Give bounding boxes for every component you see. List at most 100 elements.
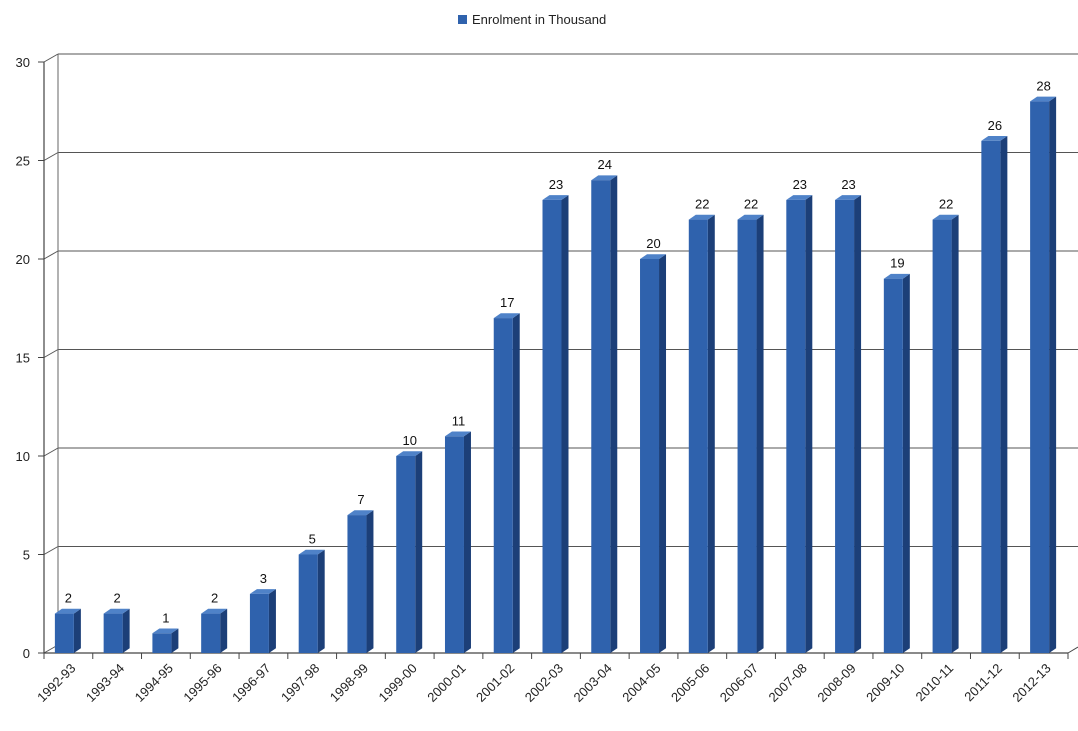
data-label: 2 [114, 591, 121, 606]
x-tick-label: 2005-06 [668, 661, 712, 705]
bar-top [54, 608, 81, 614]
gridline-wall [43, 447, 59, 457]
bar [444, 431, 471, 653]
bar [737, 214, 764, 654]
data-label: 2 [65, 591, 72, 606]
legend: Enrolment in Thousand [458, 10, 606, 28]
x-tick-label: 2009-10 [863, 661, 907, 705]
bar [688, 214, 715, 654]
bar-top [249, 589, 276, 594]
bar-front [591, 180, 611, 653]
bar [883, 273, 910, 653]
data-label: 26 [988, 118, 1002, 133]
y-tick-label: 15 [16, 351, 30, 366]
legend-swatch [458, 14, 467, 24]
floor-edge [1067, 646, 1078, 654]
bar-side [561, 195, 569, 653]
data-label: 22 [744, 197, 758, 212]
bar-top [1030, 96, 1057, 102]
bar-top [152, 628, 179, 634]
bar-front [981, 140, 1001, 654]
bar-front [54, 613, 74, 653]
x-tick-label: 1998-99 [327, 661, 371, 705]
bar [786, 195, 813, 653]
data-label: 20 [646, 236, 660, 251]
x-tick-label: 1996-97 [229, 661, 273, 705]
data-label: 28 [1036, 78, 1050, 93]
y-tick-labels: 0 5 10 15 20 25 30 [16, 55, 30, 661]
bar [591, 175, 618, 653]
y-tick-label: 10 [16, 449, 30, 464]
legend-label: Enrolment in Thousand [472, 11, 607, 27]
y-tick-label: 20 [16, 252, 30, 267]
bar-side [220, 608, 228, 653]
bar-top [542, 195, 569, 200]
bar [103, 608, 130, 653]
bar-side [805, 195, 813, 653]
bar-side [659, 254, 667, 653]
bar-side [171, 628, 179, 653]
bar-front [396, 456, 416, 653]
bar-front [493, 318, 513, 653]
bar [493, 313, 520, 653]
bar-top [883, 273, 910, 279]
x-tick-label: 1994-95 [132, 661, 176, 705]
x-tick-labels: 1992-93 1993-94 1994-95 1995-96 1996-97 1997-… [34, 661, 1054, 705]
x-tick-label: 2006-07 [717, 661, 761, 705]
bar-front [932, 219, 952, 653]
y-tick-label: 30 [16, 55, 30, 70]
bar [298, 549, 325, 653]
bar-side [512, 313, 520, 653]
gridline-wall [43, 152, 59, 161]
data-label: 19 [890, 256, 904, 271]
data-label: 2 [211, 591, 218, 606]
x-tick-label: 2010-11 [913, 661, 957, 705]
bar-top [298, 549, 325, 555]
bar-side [463, 431, 471, 653]
x-tick-label: 2007-08 [766, 661, 810, 705]
bar-side [707, 214, 715, 654]
data-label: 7 [357, 492, 364, 507]
x-tick-label: 2011-12 [961, 661, 1005, 705]
bar-front [640, 259, 660, 653]
bar [835, 195, 862, 653]
data-label: 22 [939, 197, 953, 212]
bar-side [415, 451, 423, 653]
y-tick-label: 0 [23, 646, 30, 661]
bar-side [756, 214, 764, 654]
gridline-wall [43, 250, 59, 260]
bar-side [951, 214, 959, 654]
bar [981, 136, 1008, 654]
bar-front [1030, 101, 1050, 653]
bar-front [883, 278, 903, 653]
bar-side [73, 608, 81, 653]
y-tick-label: 25 [16, 154, 30, 169]
data-label: 17 [500, 295, 514, 310]
bar-front [737, 219, 757, 653]
bar-side [902, 273, 910, 653]
bar-front [542, 199, 562, 653]
bar-side [1000, 136, 1008, 653]
bar-top [835, 195, 862, 200]
x-tick-label: 1993-94 [83, 661, 127, 705]
bar-front [786, 199, 806, 653]
data-label: 10 [402, 433, 416, 448]
bar-front [152, 633, 172, 653]
bar-top [201, 608, 228, 614]
data-label: 23 [549, 177, 563, 192]
bar-front [249, 593, 269, 653]
bar [347, 510, 374, 653]
bar-side [610, 175, 618, 653]
data-label: 22 [695, 197, 709, 212]
bar-top [103, 608, 130, 614]
x-tick-label: 2008-09 [814, 661, 858, 705]
bar [542, 195, 569, 653]
bar-top [640, 254, 667, 259]
bar-side [366, 510, 374, 653]
x-tick-label: 1992-93 [34, 661, 78, 705]
bar-side [122, 608, 130, 653]
gridline-wall [43, 546, 59, 555]
bar-side [854, 195, 862, 653]
bar-top [932, 214, 959, 220]
